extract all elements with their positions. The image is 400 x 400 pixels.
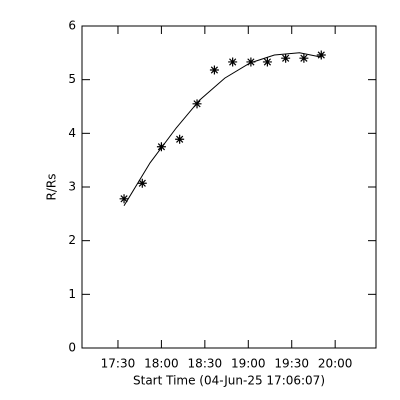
- x-tick-label: 19:30: [274, 357, 309, 371]
- x-tick-label: 18:30: [188, 357, 223, 371]
- asterisk-marker: [281, 53, 291, 63]
- x-tick-label: 18:00: [144, 357, 179, 371]
- y-tick-label: 0: [68, 341, 76, 355]
- asterisk-marker: [175, 134, 185, 144]
- asterisk-marker: [299, 53, 309, 63]
- y-tick-label: 4: [68, 126, 76, 140]
- y-tick-label: 1: [68, 287, 76, 301]
- asterisk-marker: [156, 142, 166, 152]
- y-tick-label: 6: [68, 19, 76, 33]
- y-tick-label: 3: [68, 180, 76, 194]
- asterisk-marker: [316, 50, 326, 60]
- y-tick-label: 2: [68, 233, 76, 247]
- plot-frame: [81, 25, 377, 349]
- x-tick-label: 20:00: [318, 357, 353, 371]
- asterisk-marker: [228, 57, 238, 67]
- asterisk-marker: [137, 178, 147, 188]
- y-tick-label: 5: [68, 72, 76, 86]
- fit-line: [123, 52, 322, 207]
- x-tick-label: 17:30: [101, 357, 136, 371]
- asterisk-marker: [246, 57, 256, 67]
- x-axis-label: Start Time (04-Jun-25 17:06:07): [133, 374, 325, 388]
- asterisk-marker: [262, 57, 272, 67]
- asterisk-marker: [209, 65, 219, 75]
- x-tick-label: 19:00: [231, 357, 266, 371]
- asterisk-marker: [119, 194, 129, 204]
- y-axis-label: R/Rs: [45, 174, 59, 201]
